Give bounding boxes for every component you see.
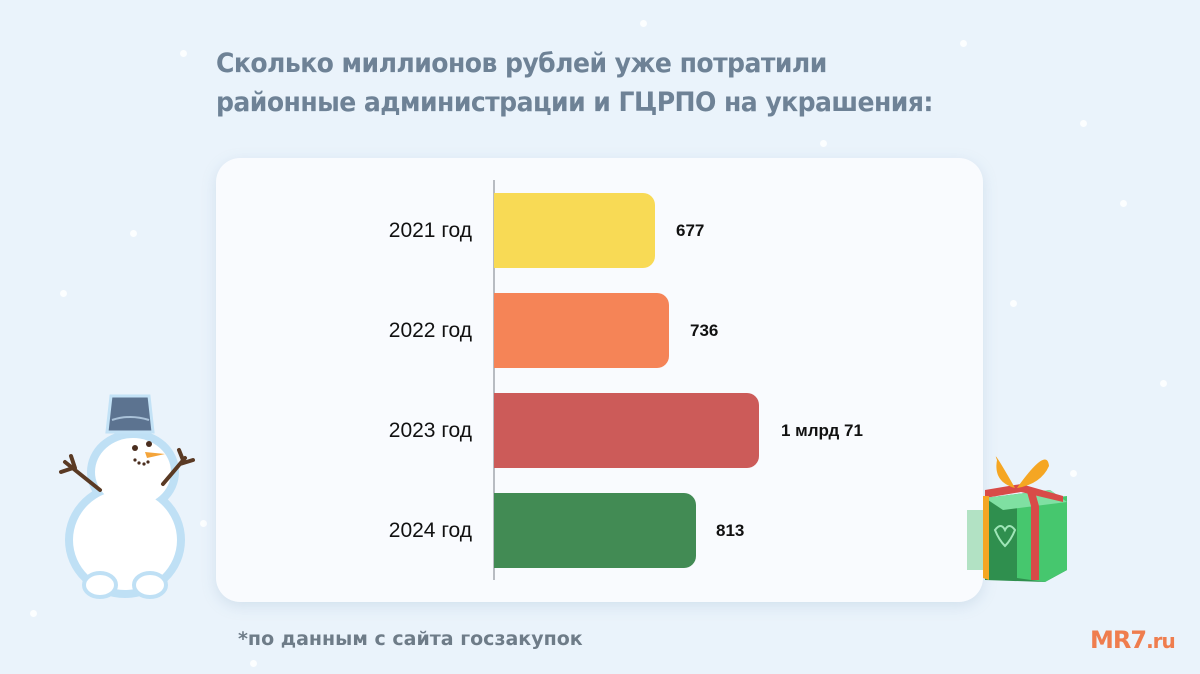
chart-title: Сколько миллионов рублей уже потратили р… [216, 44, 933, 122]
y-axis-line [493, 180, 495, 580]
category-label-2024: 2024 год [388, 519, 472, 542]
value-label-2023: 1 млрд 71 [781, 421, 863, 440]
category-label-2021: 2021 год [388, 219, 472, 242]
gift-box-icon [967, 456, 1067, 582]
logo-main: MR7 [1090, 626, 1147, 654]
bar-2021 [494, 193, 655, 268]
category-label-2022: 2022 год [388, 319, 472, 342]
logo-suffix: .ru [1146, 629, 1176, 653]
title-line-1: Сколько миллионов рублей уже потратили [216, 48, 827, 79]
category-label-2023: 2023 год [388, 419, 472, 442]
bar-2024 [494, 493, 696, 568]
bar-2023 [494, 393, 759, 468]
value-label-2024: 813 [716, 521, 745, 540]
value-label-2021: 677 [676, 221, 705, 240]
title-line-2: районные администрации и ГЦРПО на украше… [216, 87, 933, 118]
bar-2022 [494, 293, 669, 368]
source-footnote: *по данным с сайта госзакупок [238, 628, 583, 650]
mr7-logo: MR7.ru [1090, 626, 1176, 654]
snowman-icon [59, 394, 195, 599]
value-label-2022: 736 [690, 321, 719, 340]
chart-card: 2021 год 677 2022 год 736 2023 год 1 млр… [216, 158, 983, 602]
